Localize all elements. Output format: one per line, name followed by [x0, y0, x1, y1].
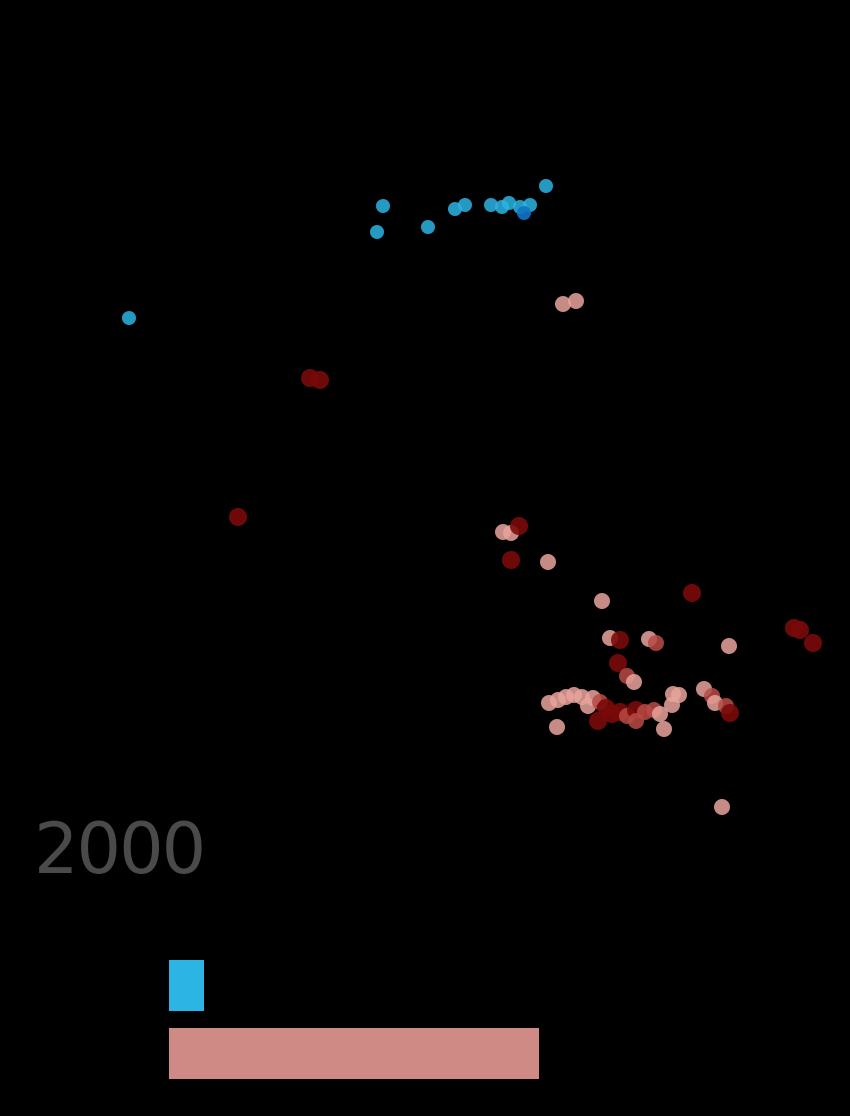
red-point: [714, 799, 730, 815]
red-point: [683, 584, 701, 602]
blue-point: [517, 206, 531, 220]
scatter-points: [122, 179, 822, 815]
red-point: [611, 631, 629, 649]
red-point: [502, 551, 520, 569]
red-point: [568, 293, 584, 309]
red-point: [652, 706, 668, 722]
red-point: [671, 687, 687, 703]
red-point: [791, 621, 809, 639]
blue-point: [502, 196, 516, 210]
red-point: [626, 674, 642, 690]
year-label: 2000: [34, 808, 206, 890]
red-point: [721, 638, 737, 654]
red-point: [721, 704, 739, 722]
blue-point: [370, 225, 384, 239]
blue-point: [122, 311, 136, 325]
blue-count-bar: [169, 960, 204, 1011]
red-count-bar: [169, 1028, 539, 1079]
red-point: [510, 517, 528, 535]
red-point: [648, 635, 664, 651]
red-point: [555, 296, 571, 312]
blue-point: [484, 198, 498, 212]
red-point: [229, 508, 247, 526]
blue-point: [376, 199, 390, 213]
blue-point: [539, 179, 553, 193]
red-point: [804, 634, 822, 652]
red-point: [609, 654, 627, 672]
blue-point: [421, 220, 435, 234]
red-point: [540, 554, 556, 570]
red-point: [594, 593, 610, 609]
red-point: [589, 712, 607, 730]
red-point: [549, 719, 565, 735]
blue-point: [458, 198, 472, 212]
red-point: [311, 371, 329, 389]
red-point: [656, 721, 672, 737]
